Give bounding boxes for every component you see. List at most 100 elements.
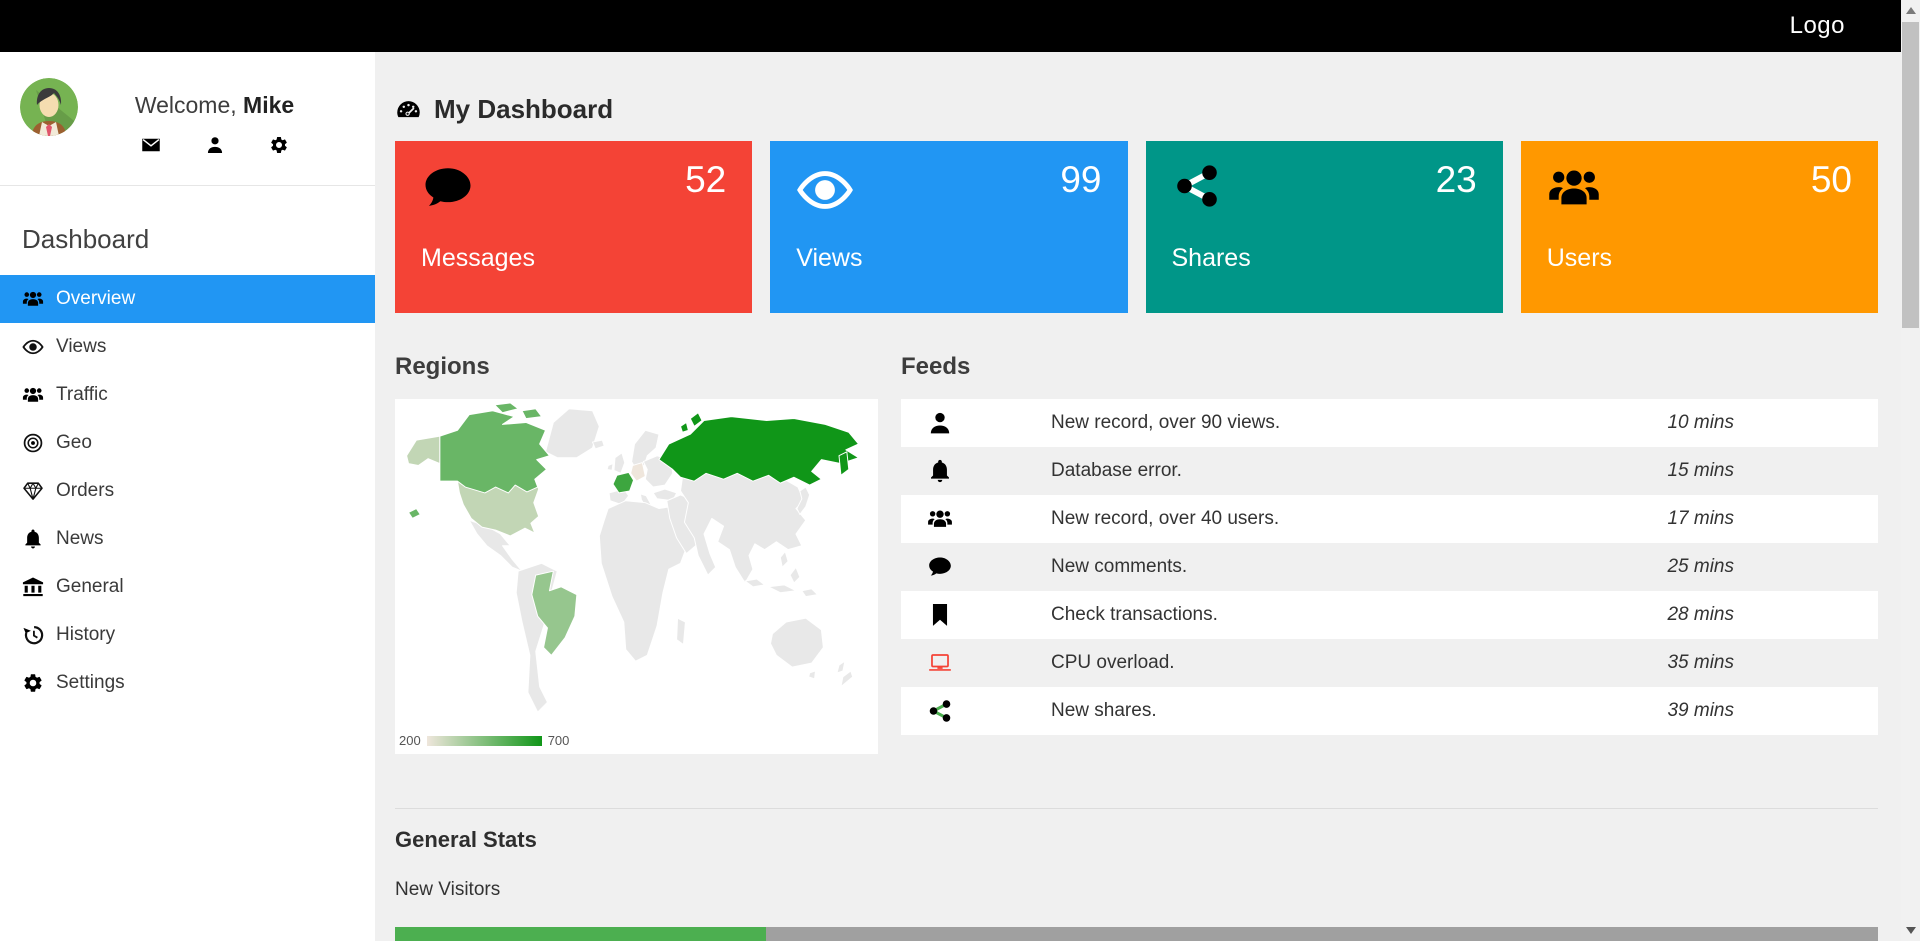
bullseye-icon bbox=[22, 432, 44, 454]
map-uk bbox=[613, 452, 626, 474]
sidebar-item-settings[interactable]: Settings bbox=[0, 659, 375, 707]
sidebar-section-title: Dashboard bbox=[22, 224, 150, 254]
sidebar-item-orders[interactable]: Orders bbox=[0, 467, 375, 515]
sidebar-divider bbox=[0, 185, 375, 186]
users-icon bbox=[22, 384, 44, 406]
feed-row[interactable]: New comments. 25 mins bbox=[901, 543, 1878, 591]
sidebar-item-label: Settings bbox=[56, 672, 125, 693]
profile-quick-actions bbox=[78, 135, 351, 155]
sidebar-item-views[interactable]: Views bbox=[0, 323, 375, 371]
map-madagascar bbox=[676, 617, 686, 646]
progress-fill: +25% bbox=[395, 927, 766, 941]
feed-time: 39 mins bbox=[1667, 700, 1734, 721]
sidebar-menu: Overview Views Traffic Geo Orders News G… bbox=[0, 275, 375, 707]
bell-icon bbox=[22, 528, 44, 550]
map-philippines bbox=[779, 551, 789, 568]
map-borneo bbox=[789, 566, 801, 584]
map-usa bbox=[456, 480, 540, 537]
regions-map-panel: 200 700 bbox=[395, 399, 878, 754]
users-icon bbox=[1547, 161, 1601, 215]
main-content: My Dashboard 52 Messages 99 Views 23 Sha… bbox=[375, 52, 1901, 941]
world-map-choropleth[interactable] bbox=[395, 399, 878, 714]
sidebar-item-label: Orders bbox=[56, 480, 115, 501]
feed-text: New record, over 40 users. bbox=[1051, 508, 1280, 529]
map-mexico-central-america bbox=[468, 519, 523, 572]
feed-text: New shares. bbox=[1051, 700, 1157, 721]
gear-icon bbox=[22, 672, 44, 694]
stat-value: 52 bbox=[685, 159, 727, 200]
comment-icon bbox=[927, 554, 953, 580]
scrollbar-down-arrow-icon[interactable] bbox=[1905, 927, 1916, 934]
user-icon[interactable] bbox=[205, 135, 225, 155]
users-icon bbox=[22, 288, 44, 310]
stat-cards: 52 Messages 99 Views 23 Shares 50 Users bbox=[395, 141, 1878, 313]
bell-icon bbox=[927, 458, 953, 484]
sidebar: Welcome, Mike Dashboard Overview Views T… bbox=[0, 52, 375, 941]
feed-time: 10 mins bbox=[1667, 412, 1734, 433]
map-new-zealand bbox=[836, 660, 854, 688]
map-australia bbox=[770, 617, 824, 668]
map-japan bbox=[796, 486, 811, 515]
map-france bbox=[612, 471, 635, 494]
map-indonesia-2 bbox=[768, 584, 797, 594]
share-icon bbox=[927, 698, 953, 724]
feed-row[interactable]: Check transactions. 28 mins bbox=[901, 591, 1878, 639]
map-ireland bbox=[606, 463, 614, 471]
feed-text: CPU overload. bbox=[1051, 652, 1175, 673]
stat-label: Shares bbox=[1171, 244, 1251, 272]
general-stats-heading: General Stats bbox=[395, 827, 537, 852]
feed-text: New comments. bbox=[1051, 556, 1188, 577]
stat-label: Views bbox=[796, 244, 863, 272]
sidebar-item-general[interactable]: General bbox=[0, 563, 375, 611]
feed-row[interactable]: New shares. 39 mins bbox=[901, 687, 1878, 735]
bookmark-icon bbox=[927, 602, 953, 628]
map-africa bbox=[598, 500, 687, 662]
feed-time: 28 mins bbox=[1667, 604, 1734, 625]
sidebar-item-news[interactable]: News bbox=[0, 515, 375, 563]
brand-logo[interactable]: Logo bbox=[1789, 12, 1845, 39]
legend-min: 200 bbox=[399, 733, 421, 748]
gem-icon bbox=[22, 480, 44, 502]
bank-icon bbox=[22, 576, 44, 598]
comment-icon bbox=[421, 161, 475, 215]
welcome-text: Welcome, Mike bbox=[78, 92, 351, 119]
sidebar-item-label: Traffic bbox=[56, 384, 108, 405]
map-russia-islands bbox=[680, 412, 703, 433]
feed-row[interactable]: New record, over 90 views. 10 mins bbox=[901, 399, 1878, 447]
feeds-section: Feeds New record, over 90 views. 10 mins… bbox=[901, 353, 1878, 754]
map-germany bbox=[630, 462, 646, 482]
stat-label: Messages bbox=[421, 244, 535, 272]
map-canada-arctic-islands bbox=[494, 402, 543, 420]
map-canada bbox=[439, 410, 550, 494]
scrollbar-thumb[interactable] bbox=[1902, 22, 1919, 328]
user-icon bbox=[927, 410, 953, 436]
feed-row[interactable]: CPU overload. 35 mins bbox=[901, 639, 1878, 687]
page-scrollbar[interactable] bbox=[1901, 0, 1920, 941]
feed-row[interactable]: New record, over 40 users. 17 mins bbox=[901, 495, 1878, 543]
stat-card-views[interactable]: 99 Views bbox=[770, 141, 1128, 313]
map-new-guinea bbox=[801, 588, 818, 598]
feed-text: Database error. bbox=[1051, 460, 1182, 481]
progress-bar: +25% bbox=[395, 927, 1878, 941]
sidebar-item-geo[interactable]: Geo bbox=[0, 419, 375, 467]
envelope-icon[interactable] bbox=[141, 135, 161, 155]
sidebar-item-traffic[interactable]: Traffic bbox=[0, 371, 375, 419]
profile-block: Welcome, Mike bbox=[0, 52, 375, 155]
stat-card-messages[interactable]: 52 Messages bbox=[395, 141, 753, 313]
gear-icon[interactable] bbox=[269, 135, 289, 155]
stat-card-shares[interactable]: 23 Shares bbox=[1145, 141, 1503, 313]
sidebar-item-overview[interactable]: Overview bbox=[0, 275, 375, 323]
feed-text: New record, over 90 views. bbox=[1051, 412, 1281, 433]
stat-value: 99 bbox=[1060, 159, 1102, 200]
page-title: My Dashboard bbox=[395, 94, 1878, 125]
history-icon bbox=[22, 624, 44, 646]
stat-card-users[interactable]: 50 Users bbox=[1520, 141, 1878, 313]
feed-row[interactable]: Database error. 15 mins bbox=[901, 447, 1878, 495]
metric-label: New Visitors bbox=[395, 879, 501, 900]
map-greenland bbox=[545, 408, 600, 459]
scrollbar-up-arrow-icon[interactable] bbox=[1905, 7, 1916, 14]
sidebar-item-label: History bbox=[56, 624, 116, 645]
page-title-text: My Dashboard bbox=[434, 94, 614, 124]
map-hawaii bbox=[408, 508, 421, 519]
sidebar-item-history[interactable]: History bbox=[0, 611, 375, 659]
